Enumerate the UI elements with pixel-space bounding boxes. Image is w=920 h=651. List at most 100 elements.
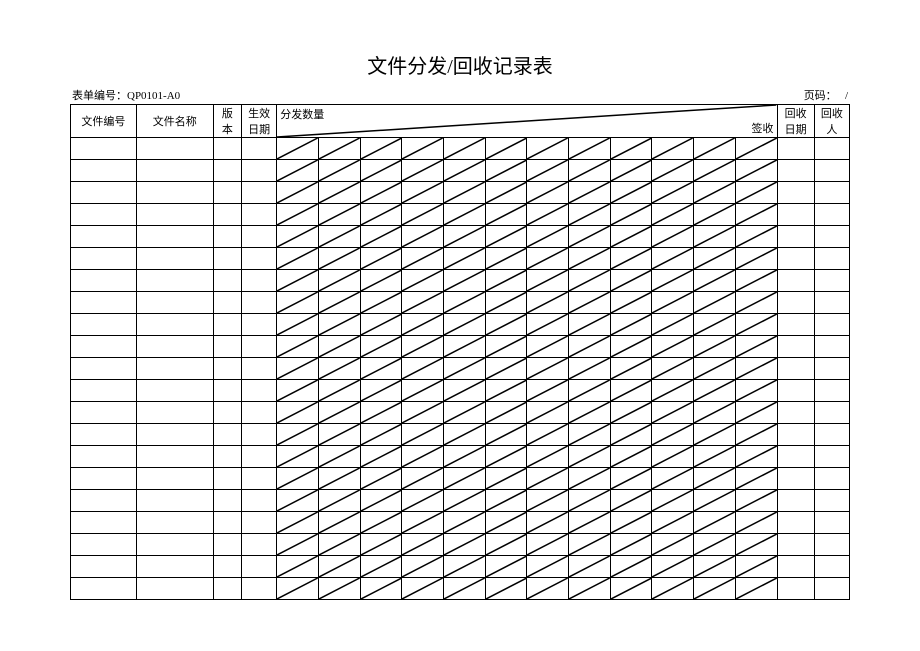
dist-cell (318, 534, 360, 556)
cell (777, 292, 814, 314)
dist-cell (402, 248, 444, 270)
cell (777, 226, 814, 248)
dist-cell (527, 270, 569, 292)
dist-cell (443, 314, 485, 336)
dist-cell (694, 336, 736, 358)
dist-cell (485, 358, 527, 380)
dist-cell (610, 446, 652, 468)
cell (136, 292, 213, 314)
cell (71, 292, 137, 314)
dist-cell (402, 446, 444, 468)
dist-cell (443, 248, 485, 270)
dist-cell (652, 292, 694, 314)
cell (814, 358, 849, 380)
dist-cell (610, 534, 652, 556)
cell (213, 468, 242, 490)
table-row (71, 248, 850, 270)
dist-cell (652, 446, 694, 468)
form-no-value: QP0101-A0 (127, 90, 180, 102)
dist-cell (443, 468, 485, 490)
dist-cell (318, 336, 360, 358)
cell (814, 446, 849, 468)
dist-cell (735, 402, 777, 424)
cell (814, 402, 849, 424)
cell (242, 138, 277, 160)
cell (242, 248, 277, 270)
dist-cell (277, 336, 319, 358)
dist-cell (652, 270, 694, 292)
dist-cell (485, 270, 527, 292)
cell (71, 138, 137, 160)
cell (71, 270, 137, 292)
dist-cell (402, 424, 444, 446)
dist-cell (610, 226, 652, 248)
dist-cell (277, 468, 319, 490)
dist-cell (610, 314, 652, 336)
dist-cell (527, 292, 569, 314)
cell (213, 226, 242, 248)
dist-cell (402, 292, 444, 314)
dist-cell (277, 512, 319, 534)
table-row (71, 270, 850, 292)
cell (136, 578, 213, 600)
dist-cell (652, 336, 694, 358)
dist-cell (694, 380, 736, 402)
dist-cell (277, 358, 319, 380)
cell (777, 534, 814, 556)
header-doc-no: 文件编号 (71, 105, 137, 138)
dist-cell (569, 270, 611, 292)
dist-cell (652, 314, 694, 336)
dist-cell (569, 490, 611, 512)
table-row (71, 578, 850, 600)
dist-cell (652, 512, 694, 534)
dist-cell (277, 248, 319, 270)
cell (213, 182, 242, 204)
dist-cell (485, 402, 527, 424)
cell (136, 424, 213, 446)
dist-cell (735, 160, 777, 182)
cell (242, 336, 277, 358)
dist-cell (360, 138, 402, 160)
dist-cell (652, 556, 694, 578)
dist-cell (277, 314, 319, 336)
dist-cell (735, 314, 777, 336)
dist-cell (443, 380, 485, 402)
cell (136, 182, 213, 204)
dist-cell (318, 226, 360, 248)
cell (136, 204, 213, 226)
dist-cell (735, 292, 777, 314)
dist-cell (610, 292, 652, 314)
cell (242, 534, 277, 556)
dist-cell (318, 468, 360, 490)
dist-cell (652, 424, 694, 446)
dist-cell (318, 578, 360, 600)
dist-cell (443, 138, 485, 160)
cell (242, 226, 277, 248)
dist-cell (485, 534, 527, 556)
cell (777, 358, 814, 380)
dist-cell (735, 578, 777, 600)
cell (213, 446, 242, 468)
cell (71, 556, 137, 578)
cell (71, 534, 137, 556)
dist-cell (569, 534, 611, 556)
dist-cell (485, 556, 527, 578)
dist-cell (610, 578, 652, 600)
dist-cell (443, 358, 485, 380)
cell (814, 556, 849, 578)
cell (242, 402, 277, 424)
dist-cell (694, 490, 736, 512)
cell (814, 138, 849, 160)
cell (777, 270, 814, 292)
dist-cell (402, 226, 444, 248)
dist-cell (735, 490, 777, 512)
dist-cell (402, 512, 444, 534)
cell (136, 160, 213, 182)
dist-cell (443, 578, 485, 600)
dist-cell (360, 380, 402, 402)
dist-cell (569, 204, 611, 226)
dist-cell (610, 204, 652, 226)
dist-cell (443, 424, 485, 446)
dist-cell (527, 380, 569, 402)
cell (213, 380, 242, 402)
